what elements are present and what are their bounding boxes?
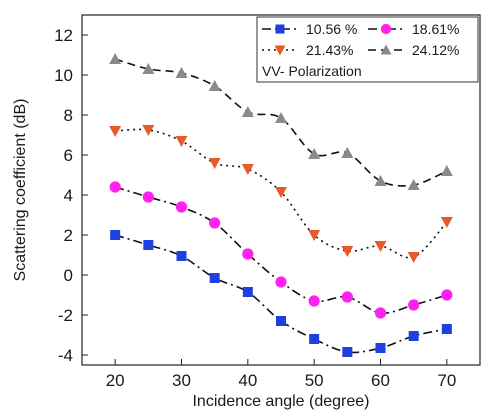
- data-point-series-4: [407, 179, 420, 190]
- legend-marker: [275, 24, 285, 34]
- data-point-series-1: [375, 343, 386, 353]
- legend-annotation: VV- Polarization: [262, 63, 362, 79]
- y-tick-label: 12: [54, 26, 73, 45]
- x-tick-label: 40: [238, 371, 257, 390]
- series-line-4: [114, 58, 448, 187]
- data-point-series-2: [341, 291, 353, 303]
- data-point-series-2: [209, 217, 221, 229]
- data-point-series-1: [276, 316, 286, 326]
- data-point-series-2: [242, 248, 254, 260]
- axes: 20 30 40 50 60 70 -4 -2 0 2 4 6 8 10 12: [54, 26, 456, 390]
- y-tick-label: 2: [64, 226, 73, 245]
- series-line-1: [114, 234, 447, 354]
- data-point-series-2: [441, 289, 453, 301]
- y-tick-label: -4: [58, 346, 73, 365]
- x-axis-label: Incidence angle (degree): [192, 393, 369, 410]
- series-lines: [114, 58, 448, 354]
- x-tick-label: 30: [172, 371, 191, 390]
- x-tick-label: 60: [371, 371, 390, 390]
- data-point-series-4: [374, 175, 387, 186]
- data-point-series-1: [342, 347, 353, 357]
- x-tick-label: 70: [437, 371, 456, 390]
- data-point-series-2: [408, 299, 420, 311]
- x-tick-label: 20: [106, 371, 125, 390]
- data-point-series-3: [109, 126, 122, 137]
- data-point-series-1: [209, 273, 220, 283]
- series-markers: [109, 53, 453, 357]
- legend-label: 21.43%: [306, 42, 353, 58]
- legend-marker: [380, 23, 392, 35]
- data-point-series-3: [407, 252, 420, 263]
- data-point-series-1: [143, 240, 154, 250]
- legend-marker: [274, 45, 286, 56]
- data-point-series-4: [208, 80, 221, 91]
- legend-label: 10.56 %: [306, 21, 357, 37]
- legend-marker: [380, 44, 392, 55]
- y-axis-label: Scattering coefficient (dB): [12, 99, 29, 282]
- legend-frame: [256, 16, 479, 83]
- data-point-series-3: [374, 241, 387, 252]
- y-tick-label: 0: [64, 266, 73, 285]
- x-tick-label: 50: [305, 371, 324, 390]
- data-point-series-1: [309, 334, 320, 344]
- legend-label: 18.61%: [412, 21, 459, 37]
- data-point-series-3: [308, 230, 321, 241]
- data-point-series-3: [142, 125, 155, 136]
- legend-label: 24.12%: [412, 42, 459, 58]
- data-point-series-2: [374, 307, 387, 319]
- data-point-series-4: [241, 106, 254, 117]
- data-point-series-4: [308, 148, 321, 159]
- data-point-series-1: [110, 230, 121, 240]
- data-point-series-1: [176, 251, 187, 261]
- data-point-series-1: [408, 331, 419, 341]
- data-point-series-4: [275, 112, 287, 123]
- data-point-series-4: [175, 67, 188, 78]
- data-point-series-4: [142, 63, 155, 74]
- data-point-series-3: [440, 217, 453, 228]
- data-point-series-3: [341, 246, 354, 257]
- data-point-series-2: [142, 191, 154, 203]
- data-point-series-3: [175, 136, 188, 147]
- data-point-series-4: [341, 147, 354, 158]
- data-point-series-3: [275, 187, 287, 198]
- data-point-series-2: [308, 295, 320, 307]
- data-point-series-2: [109, 181, 121, 193]
- data-point-series-4: [440, 165, 453, 176]
- data-point-series-2: [175, 201, 188, 213]
- data-point-series-3: [241, 164, 254, 175]
- data-point-series-1: [242, 287, 253, 297]
- data-point-series-1: [441, 324, 452, 334]
- y-tick-label: -2: [58, 306, 73, 325]
- data-point-series-2: [275, 276, 287, 288]
- legend: 10.56 % 18.61% 21.43% 24.12% VV- Polarizatio…: [256, 16, 479, 83]
- data-point-series-4: [109, 53, 122, 64]
- y-tick-label: 6: [64, 146, 73, 165]
- y-tick-label: 4: [64, 186, 73, 205]
- data-point-series-3: [208, 158, 221, 169]
- y-tick-label: 8: [64, 106, 73, 125]
- plot-area-frame: [81, 14, 481, 366]
- series-line-3: [115, 128, 448, 259]
- y-tick-label: 10: [54, 66, 73, 85]
